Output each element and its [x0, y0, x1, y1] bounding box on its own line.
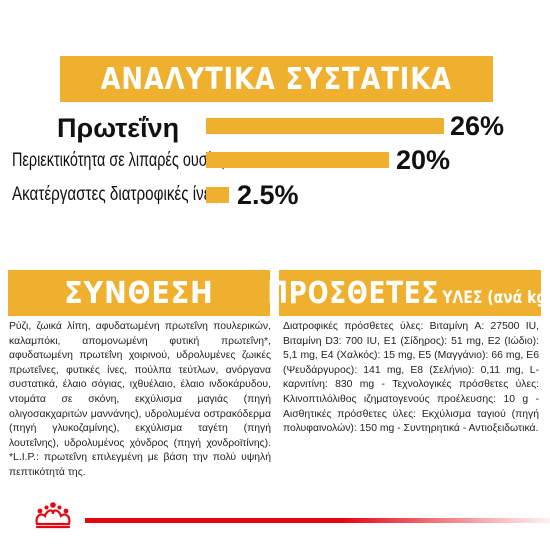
brand-red-line [85, 518, 550, 523]
nutrient-bar-protein [206, 118, 444, 134]
nutrient-bar-fat [206, 152, 389, 168]
header-title: ΑΝΑΛΥΤΙΚΑ ΣΥΣΤΑΤΙΚΑ [100, 61, 453, 97]
royal-canin-crown-logo [35, 502, 71, 529]
composition-title: ΣΥΝΘΕΣΗ [64, 275, 214, 311]
additives-title: ΠΡΟΣΘΕΤΕΣ [267, 275, 440, 311]
nutrient-bar-fiber [206, 187, 229, 203]
additives-text: Διατροφικές πρόσθετες ύλες: Βιταμίνη A: … [283, 321, 539, 435]
additives-header: ΠΡΟΣΘΕΤΕΣ ΥΛΕΣ (ανά kg) [267, 270, 550, 316]
nutrient-value-protein: 26% [450, 111, 505, 141]
nutrient-value-fat: 20% [396, 145, 451, 175]
additives-subtitle: ΥΛΕΣ (ανά kg) [442, 287, 550, 308]
nutrient-label-fiber: Ακατέργαστες διατροφικές ίνες [12, 184, 218, 205]
analytical-constituents-header: ΑΝΑΛΥΤΙΚΑ ΣΥΣΤΑΤΙΚΑ [60, 56, 493, 102]
composition-header: ΣΥΝΘΕΣΗ [8, 270, 270, 316]
nutrient-value-fiber: 2.5% [237, 180, 299, 210]
composition-text: Ρύζι, ζωικά λίπη, αφυδατωμένη πρωτεΐνη π… [9, 321, 271, 478]
nutrient-label-fat: Περιεκτικότητα σε λιπαρές ουσίες [12, 150, 225, 171]
nutrient-label-protein: Πρωτεΐνη [57, 113, 180, 143]
